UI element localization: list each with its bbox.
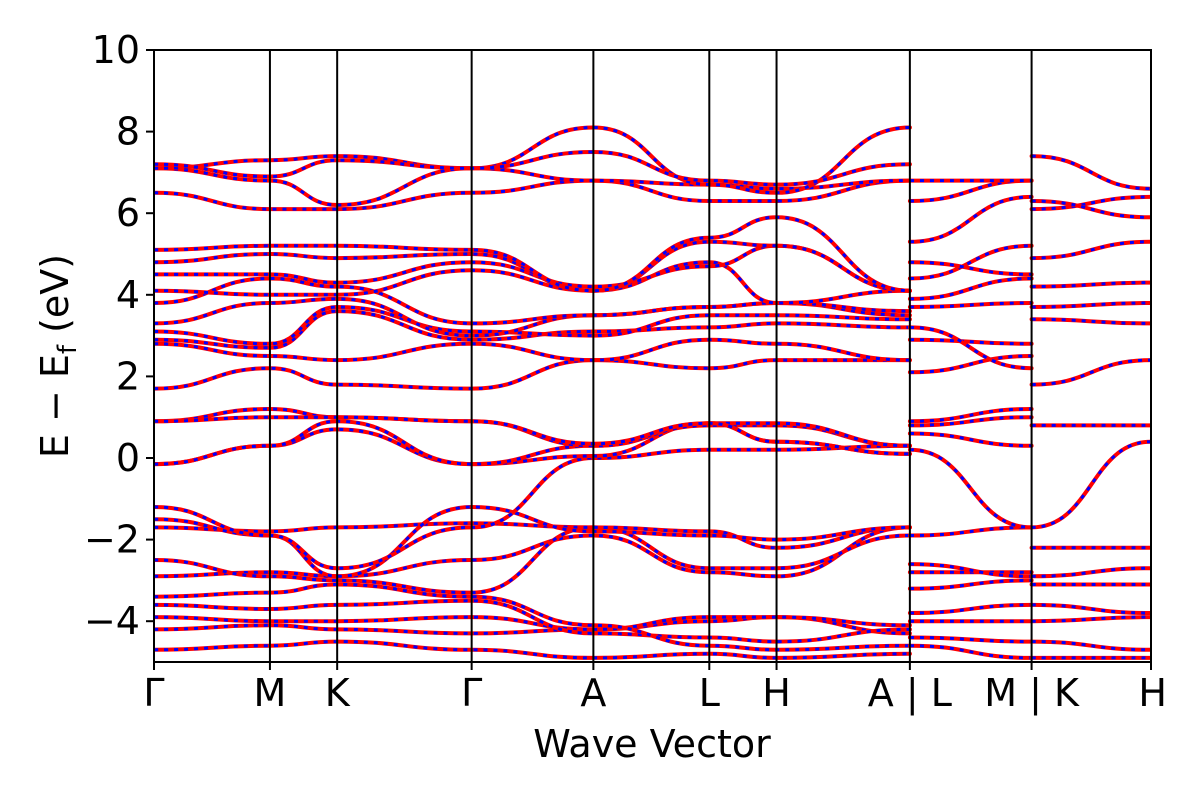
band-dashed-65 [1031,199,1151,219]
band-dashed-5 [154,525,910,578]
band-dashed-47 [909,195,1032,244]
band-dashed-43 [909,301,1032,309]
band-dashed-4 [154,582,910,652]
band-dashed-63 [1031,240,1151,260]
band-dashed-38 [909,415,1032,427]
band-dashed-21 [154,244,910,293]
kpoint-lines [268,50,1033,662]
x-axis-label: Wave Vector [533,722,771,766]
band-dashed-64 [1031,195,1151,211]
y-tick-label-5: 6 [116,191,140,235]
y-axis-label-main: E − E [33,354,77,458]
x-tick-label-3: Γ [461,671,482,715]
band-dashed-52 [1031,615,1151,623]
band-dashed-39 [909,407,1032,423]
band-dashed-62 [1031,281,1151,289]
band-dashed-31 [909,603,1032,615]
band-dashed-35 [909,525,1032,537]
band-dashed-51 [1031,640,1151,652]
x-tick-label-4: A [580,671,606,715]
band-dashed-14 [154,358,910,391]
band-dashed-48 [909,179,1032,203]
band-line-9 [154,443,912,571]
band-dashed-46 [909,260,1032,276]
band-dashed-41 [909,338,1032,346]
x-tick-label-5: L [699,671,720,715]
band-dashed-44 [909,277,1032,301]
band-dashed-45 [909,244,1032,280]
band-dashed-37 [909,432,1032,448]
y-tick-label-1: −2 [84,518,140,562]
band-dashed-40 [909,354,1032,374]
y-axis-label-unit: (eV) [33,254,77,333]
band-dashed-24 [154,179,910,211]
x-tick-label-6: H [762,671,791,715]
plot-frame [153,49,1152,663]
band-dashed-60 [1031,317,1151,325]
y-axis-ticks: −4 −2 0 2 4 6 8 10 [84,28,154,643]
band-dashed-42 [909,325,1032,370]
band-dashed-28 [909,644,1032,660]
band-dashed-17 [154,305,910,346]
x-tick-label-9: H [1138,671,1167,715]
band-dashed-15 [154,338,910,362]
band-dashed-55 [1031,566,1151,578]
x-tick-label-2: K [325,671,351,715]
band-dashed-8 [154,505,910,578]
x-tick-label-1: M [254,671,287,715]
band-dashed-29 [909,636,1032,644]
band-dashed-66 [1031,154,1151,191]
band-line-57 [1029,439,1151,530]
y-tick-label-2: 0 [116,436,140,480]
y-axis-label: E − Ef (eV) [33,254,83,458]
y-tick-label-0: −4 [84,599,140,643]
band-dashed-61 [1031,301,1151,309]
band-dashed-59 [1031,358,1151,387]
x-tick-label-0: Γ [143,671,164,715]
y-tick-label-7: 10 [92,28,140,72]
band-dashed-32 [909,578,1032,591]
band-line-6 [154,525,912,595]
y-tick-label-3: 2 [116,354,140,398]
band-dashed-19 [154,276,910,325]
x-tick-label-7: A | L [868,671,952,716]
band-dashed-2 [154,615,910,631]
y-tick-label-4: 4 [116,273,140,317]
band-dashed-16 [154,309,910,350]
band-dashed-53 [1031,603,1151,615]
y-tick-label-6: 8 [116,110,140,154]
y-axis-label-subscript: f [53,344,83,354]
band-dashed-25 [154,166,910,207]
band-dashed-34 [909,562,1032,578]
band-dashed-36 [909,448,1032,529]
x-tick-label-8: M | K [984,671,1080,716]
